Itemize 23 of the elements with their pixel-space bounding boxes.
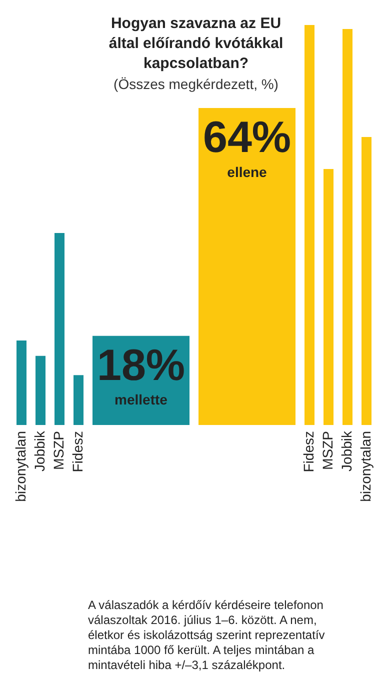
x-tick-label: mellette [114,392,168,408]
x-tick-label: ellene [226,164,267,180]
bar [361,137,371,425]
x-tick-label: Jobbik [30,430,47,472]
x-tick-label: MSZP [318,431,335,470]
chart-subtitle: (Összes megkérdezett, %) [112,76,280,92]
x-tick-label: Fidesz [68,431,85,472]
x-tick-label: bizonytalan [12,431,28,502]
bar [16,340,26,425]
data-label: 18% [96,340,185,390]
x-tick-label: MSZP [50,431,66,470]
bar [35,356,45,425]
text: A válaszadók a kérdőív kérdéseire telefonon válaszoltak 2016. július 1–6. között. A nem, életkor és iskolázottság szerint reprezentatív mintába 1000 fő került. A teljes mintában a mintavételi hiba +/–3,1 százalékpont. [88,598,326,673]
bar [73,375,83,425]
x-tick-label: bizonytalan [356,431,373,502]
bar [323,169,333,425]
bar [54,233,64,425]
data-label: 64% [202,113,291,162]
bar [304,25,314,425]
bar [342,29,352,425]
x-tick-label: Fidesz [300,431,316,472]
x-tick-label: Jobbik [338,430,354,472]
chart-title: Hogyan szavazna az EU által előírandó kvótákkal kapcsolatban? [108,14,284,74]
